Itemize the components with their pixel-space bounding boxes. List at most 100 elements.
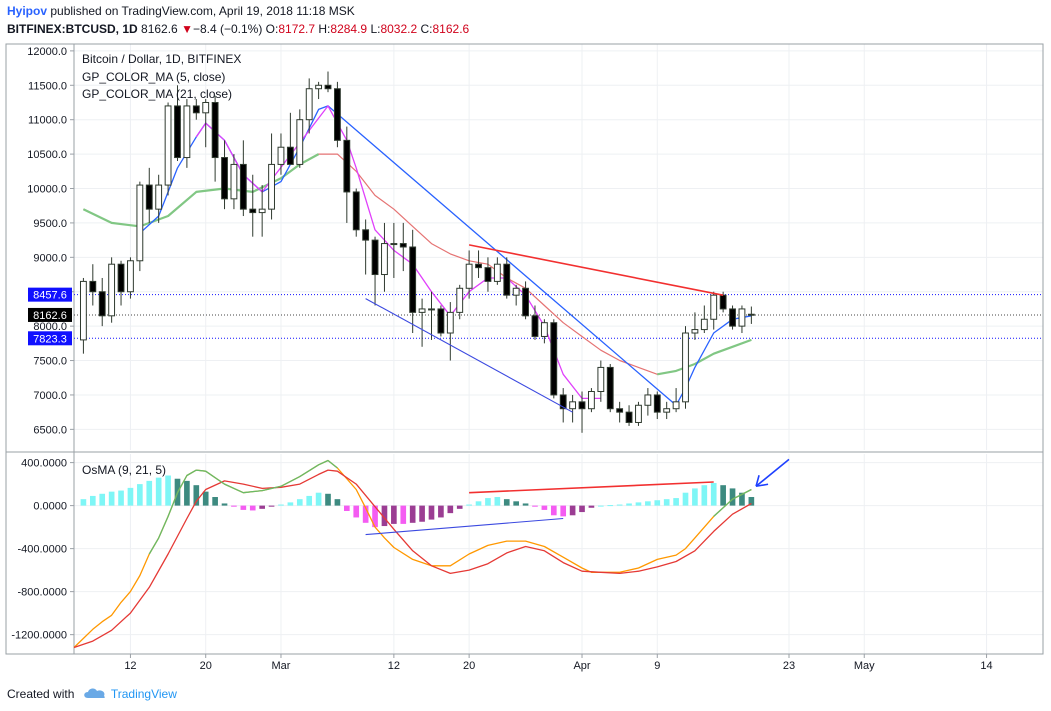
low-value: 8032.2 [380,22,418,36]
candle-body [324,84,332,90]
candle-body [268,163,275,210]
candle-body [381,243,388,276]
ma5-magenta-line [195,105,601,400]
osma-bar [729,488,736,506]
candle-body [315,84,323,90]
candle-body [597,366,605,393]
osma-bar [475,501,482,506]
osma-bar [155,477,162,506]
price-axis: 12000.0 11500.0 11000.0 10500.0 10000.0 9500.… [27,46,74,436]
candle-body [635,404,642,423]
osma-bar [296,499,303,506]
osma-bar [137,484,143,506]
candle-body [117,263,125,293]
osma-bar [80,499,87,506]
osma-bar [99,493,106,506]
high-label: H: [318,22,331,36]
osma-bar [645,501,651,506]
osma-bar [654,500,661,506]
price-trendline-blue [365,298,573,413]
y-tick-label: 10000.0 [27,184,67,196]
open-label: O: [265,22,279,36]
candle-body [653,394,661,413]
osma-bar [419,505,425,522]
osma-bar [494,497,501,506]
created-with-text: Created with [7,687,75,701]
candle-body [446,311,454,334]
tradingview-link[interactable]: TradingView [110,687,177,701]
osma-bar [231,505,237,507]
candle-body [230,163,238,200]
y-tick-label: -800.0000 [17,587,67,599]
candle-body [729,308,736,327]
candle-body [644,394,652,406]
candle-body [710,294,718,320]
candle-body [409,246,417,313]
y-tick-label: 9500.0 [33,218,67,230]
x-tick-label: 9 [654,660,660,672]
osma-bar [663,499,670,506]
candle-body [747,313,755,316]
osma-bar [325,493,331,506]
osma-bar [598,505,604,507]
candle-body [108,263,116,317]
candle-body [578,401,586,410]
candle-body [569,401,577,410]
candle-body [700,318,708,331]
y-tick-label: -400.0000 [17,544,67,556]
osma-bar [221,503,228,506]
candle-body [352,191,360,231]
candle-body [512,287,520,296]
ma21-green-segment-1 [82,153,320,228]
x-tick-label: 14 [980,660,992,672]
osma-bar [344,505,350,511]
osma-bar [682,492,689,506]
y-tick-label: 12000.0 [27,46,67,58]
candle-body [465,263,473,289]
osma-bar [579,505,585,513]
candle-body [249,208,257,214]
candle-body [164,105,172,186]
chart-canvas[interactable]: 12000.0 11500.0 11000.0 10500.0 10000.0 9500.… [0,40,1051,680]
osma-bar [635,502,642,506]
close-value: 8162.6 [432,22,470,36]
candle-body [418,308,426,313]
osma-bar [165,475,171,506]
candle-body [456,287,464,313]
osma-bar [541,505,548,510]
tradingview-cloud-icon [83,688,105,698]
last-price: 8162.6 [141,22,178,36]
osma-bar [372,505,378,528]
osma-histogram [80,475,755,528]
candle-body [277,146,285,165]
candle-body [672,401,680,410]
arrow-annotation [755,458,790,488]
osma-fast-green-end [713,488,752,517]
candle-body [305,88,313,121]
osma-bar [485,498,491,506]
osma-bar [739,492,745,506]
y-tick-label: 0.0000 [33,501,67,513]
osma-bar [362,505,369,523]
osma-bar [616,504,623,506]
candle-body [663,408,671,413]
candle-body [296,119,304,165]
osma-bar [701,485,708,506]
osma-bar [353,505,360,518]
osma-bar [89,495,96,506]
candle-body [79,280,87,341]
y-tick-label: -1200.0000 [11,630,67,642]
time-axis: 12 20 Mar 12 20 Apr 9 23 May 14 [124,654,993,672]
osma-bar [108,491,115,506]
osma-bar [193,485,200,506]
osma-bar [127,487,134,506]
osma-bar [428,505,435,520]
osma-bar [146,480,153,506]
author-link[interactable]: Hyipov [7,4,48,18]
chart-title: Bitcoin / Dollar, 1D, BITFINEX [82,52,241,66]
x-tick-label: May [854,660,875,672]
osma-bar [550,505,557,516]
candle-body [89,280,97,293]
candle-body [390,243,398,246]
osma-bar [522,503,529,506]
